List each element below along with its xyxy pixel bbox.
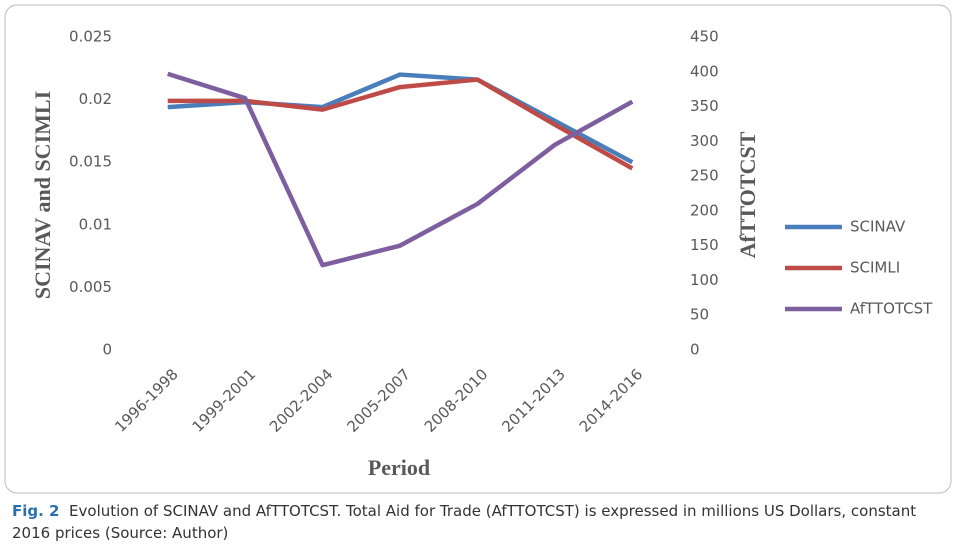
caption: Fig. 2 Evolution of SCINAV and AfTTOTCST… [12, 500, 947, 544]
x-tick-label: 2008-2010 [421, 365, 492, 436]
caption-text: Evolution of SCINAV and AfTTOTCST. Total… [12, 502, 917, 542]
y2-axis-title: AfTTOTCST [735, 131, 760, 258]
y2-tick-label: 0 [690, 341, 700, 359]
y2-tick-label: 100 [690, 271, 719, 289]
chart-frame [4, 4, 952, 494]
x-tick-label: 1996-1998 [111, 365, 182, 436]
y2-tick-label: 350 [690, 97, 719, 115]
x-tick-label: 2002-2004 [266, 365, 337, 436]
x-tick-label: 2005-2007 [343, 365, 414, 436]
y2-tick-label: 150 [690, 236, 719, 254]
caption-label: Fig. 2 [12, 502, 60, 520]
y-tick-label: 0.025 [69, 28, 112, 46]
y2-tick-label: 200 [690, 201, 719, 219]
y2-tick-label: 250 [690, 167, 719, 185]
legend-label: AfTTOTCST [850, 300, 933, 318]
chart: SCINAV and SCIMLI AfTTOTCST Period 0 0.00… [4, 4, 952, 494]
y-tick-label: 0.01 [79, 215, 112, 233]
legend-label: SCINAV [850, 218, 906, 236]
y-tick-label: 0 [102, 341, 112, 359]
y-tick-label: 0.005 [69, 278, 112, 296]
y-tick-label: 0.015 [69, 153, 112, 171]
y2-tick-label: 300 [690, 132, 719, 150]
x-tick-label: 2011-2013 [498, 365, 569, 436]
x-tick-label: 1999-2001 [189, 365, 260, 436]
y-tick-label: 0.02 [79, 90, 112, 108]
legend-label: SCIMLI [850, 259, 900, 277]
y2-tick-label: 450 [690, 28, 719, 46]
x-tick-label: 2014-2016 [576, 365, 647, 436]
y2-tick-label: 50 [690, 306, 709, 324]
series-line [167, 71, 634, 268]
x-axis-title: Period [368, 455, 430, 480]
y2-tick-label: 400 [690, 62, 719, 80]
y-axis-title: SCINAV and SCIMLI [30, 91, 55, 299]
